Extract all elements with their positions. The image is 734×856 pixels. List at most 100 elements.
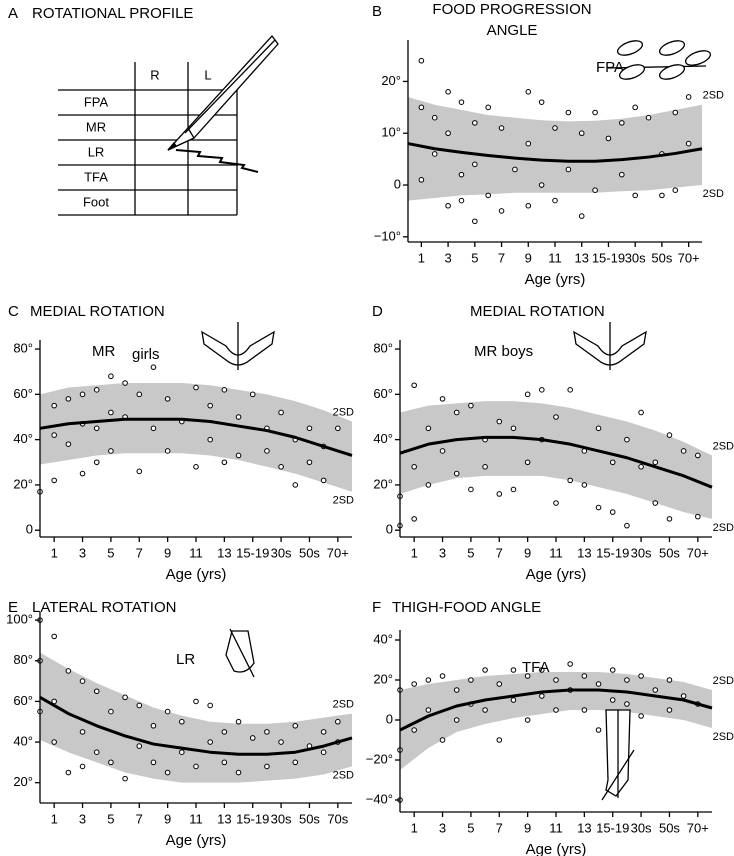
data-point bbox=[93, 425, 100, 432]
mean-line bbox=[39, 696, 353, 756]
y-tick-label: −20° bbox=[366, 751, 393, 766]
x-tick-label: 50s bbox=[299, 811, 320, 826]
data-point bbox=[93, 459, 100, 466]
x-tick-label: 1 bbox=[51, 545, 58, 560]
data-point bbox=[122, 380, 128, 386]
data-point bbox=[510, 486, 517, 493]
x-tick-label: 50s bbox=[299, 545, 320, 560]
data-point bbox=[411, 382, 417, 389]
icon-line bbox=[607, 65, 707, 69]
panel-title: THIGH-FOOD ANGLE bbox=[392, 599, 541, 616]
x-tick-label: 3 bbox=[439, 820, 446, 835]
data-point bbox=[565, 166, 572, 173]
data-point bbox=[605, 135, 612, 142]
data-point bbox=[609, 509, 616, 515]
x-axis-label: Age (yrs) bbox=[526, 841, 587, 856]
x-tick-label: 13 bbox=[217, 545, 231, 560]
data-point bbox=[609, 459, 616, 466]
x-tick-label: 15-19 bbox=[592, 250, 625, 265]
data-point bbox=[685, 94, 692, 100]
inset-label: MR bbox=[92, 343, 115, 360]
x-tick-label: 50s bbox=[659, 820, 680, 835]
data-point bbox=[136, 743, 143, 749]
data-point bbox=[418, 104, 425, 111]
data-point bbox=[235, 769, 242, 776]
data-point bbox=[652, 500, 659, 506]
data-point bbox=[524, 673, 531, 679]
x-tick-label: 30s bbox=[631, 820, 652, 835]
sd-label: 2SD bbox=[713, 522, 734, 534]
data-point bbox=[472, 161, 478, 168]
panel-label: C bbox=[8, 303, 19, 320]
x-tick-label: 3 bbox=[79, 545, 86, 560]
data-point bbox=[695, 452, 701, 459]
data-point bbox=[672, 109, 679, 116]
data-point bbox=[122, 775, 128, 782]
data-point bbox=[485, 192, 491, 199]
data-point bbox=[666, 516, 673, 522]
data-point bbox=[164, 769, 171, 776]
x-axis-label: Age (yrs) bbox=[526, 566, 587, 583]
panel: F THIGH-FOOD ANGLE−40°−20°020°40°1 3 5 7 9 11 1… bbox=[366, 599, 734, 856]
x-tick-label: 50s bbox=[651, 250, 672, 265]
data-point bbox=[624, 677, 630, 683]
data-point bbox=[680, 693, 687, 699]
data-point bbox=[652, 687, 659, 693]
y-tick-label: 40° bbox=[13, 733, 33, 748]
data-point bbox=[150, 364, 157, 370]
y-tick-label: 60° bbox=[13, 693, 33, 708]
sd-label: 2SD bbox=[713, 440, 734, 452]
data-point bbox=[539, 667, 545, 673]
inset-icon bbox=[201, 322, 275, 370]
data-point bbox=[666, 677, 673, 683]
data-point bbox=[524, 459, 531, 466]
row-label: LR bbox=[88, 144, 105, 159]
inset-icon bbox=[225, 628, 255, 678]
y-tick-label: 60° bbox=[13, 386, 33, 401]
x-tick-label: 11 bbox=[548, 250, 562, 265]
data-point bbox=[193, 763, 199, 770]
column-header: R bbox=[150, 67, 159, 82]
data-point bbox=[207, 436, 213, 443]
y-tick-label: 20° bbox=[373, 671, 393, 686]
column-header: L bbox=[204, 67, 211, 82]
data-point bbox=[578, 213, 585, 219]
data-point bbox=[632, 192, 638, 199]
data-point bbox=[510, 697, 517, 703]
data-point bbox=[207, 402, 213, 409]
data-point bbox=[79, 470, 86, 477]
x-tick-label: 11 bbox=[189, 811, 203, 826]
x-tick-label: 13 bbox=[217, 811, 231, 826]
sd-band bbox=[400, 672, 712, 770]
data-point bbox=[235, 414, 242, 420]
data-point bbox=[609, 667, 616, 673]
y-tick-label: 40° bbox=[373, 631, 393, 646]
x-axis-label: Age (yrs) bbox=[525, 271, 586, 288]
data-point bbox=[79, 729, 86, 735]
data-point bbox=[595, 727, 602, 733]
panel-title: LATERAL ROTATION bbox=[32, 599, 176, 616]
y-tick-label: 40° bbox=[373, 431, 393, 446]
data-point bbox=[65, 668, 72, 674]
data-point bbox=[278, 739, 284, 745]
data-point bbox=[666, 707, 673, 713]
data-point bbox=[411, 681, 417, 687]
data-point bbox=[150, 759, 157, 766]
x-tick-label: 1 bbox=[51, 811, 58, 826]
y-tick-label: 0 bbox=[386, 522, 393, 537]
data-point bbox=[685, 140, 692, 147]
x-tick-label: 15-19 bbox=[236, 545, 269, 560]
data-point bbox=[292, 722, 299, 729]
data-point bbox=[458, 197, 465, 204]
data-point bbox=[108, 448, 114, 454]
sd-label: 2SD bbox=[333, 495, 354, 507]
x-tick-label: 11 bbox=[549, 820, 563, 835]
data-point bbox=[439, 396, 446, 402]
data-point bbox=[93, 688, 100, 695]
data-point bbox=[411, 464, 417, 470]
y-tick-label: 20° bbox=[13, 476, 33, 491]
mean-line bbox=[399, 435, 713, 489]
data-point bbox=[485, 104, 491, 111]
data-point bbox=[79, 391, 86, 398]
